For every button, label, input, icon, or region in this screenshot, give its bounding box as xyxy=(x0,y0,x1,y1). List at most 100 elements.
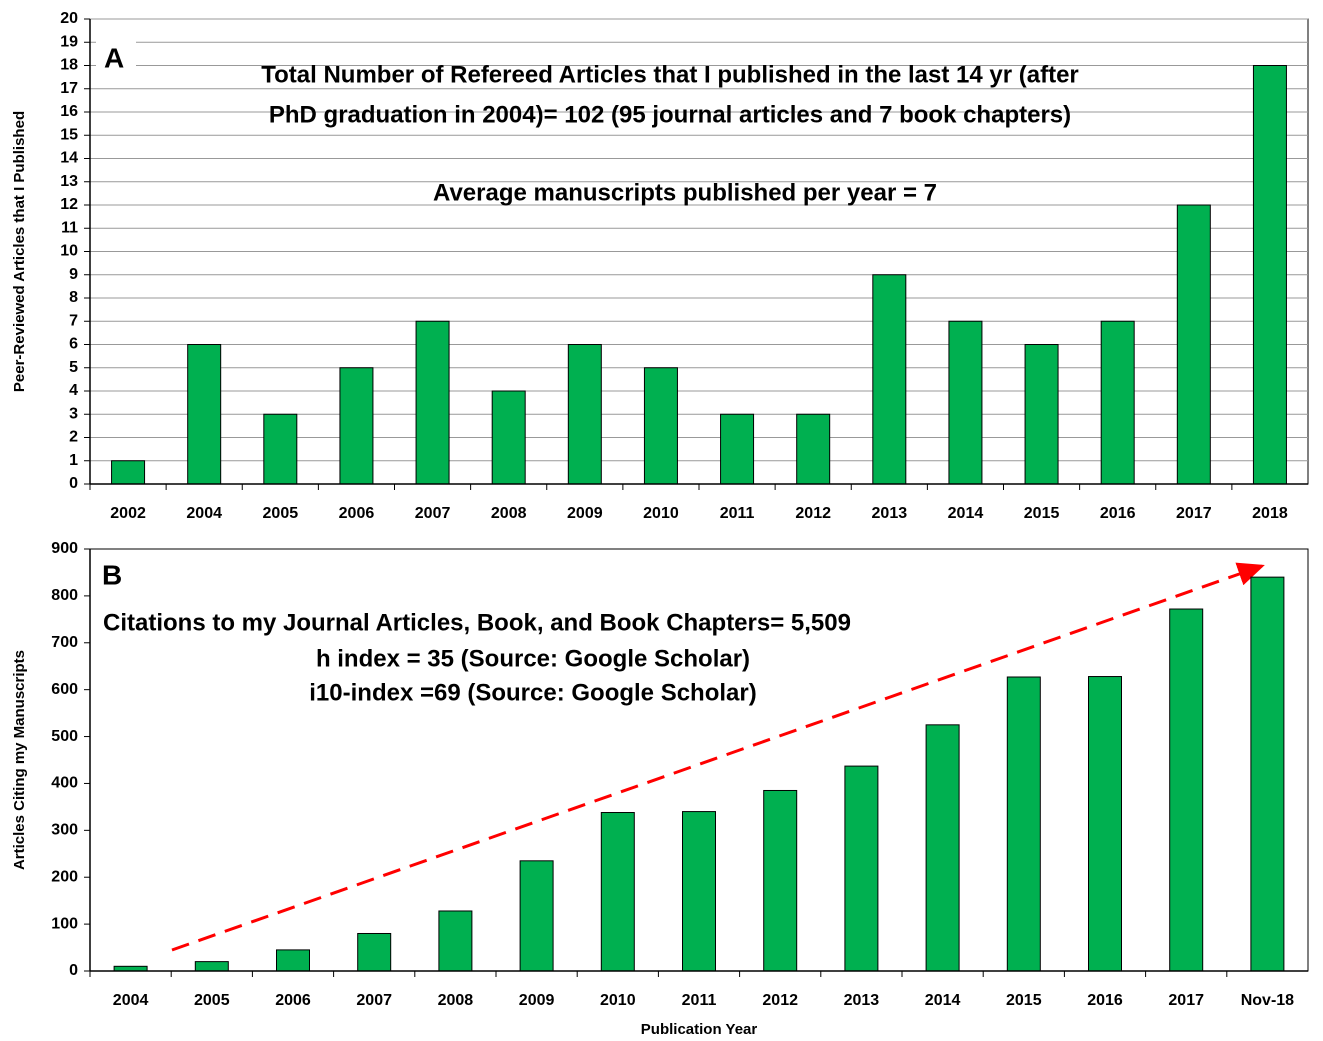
bar xyxy=(1088,676,1122,972)
bar xyxy=(1252,65,1287,485)
y-tick-label: 7 xyxy=(69,312,78,329)
bar xyxy=(263,413,298,485)
x-tick-label: 2008 xyxy=(438,992,474,1009)
y-tick-label: 4 xyxy=(69,382,78,399)
y-tick-label: 20 xyxy=(60,10,78,27)
x-tick-label: 2016 xyxy=(1100,505,1136,522)
bar xyxy=(1024,344,1059,485)
bar xyxy=(567,344,602,485)
x-tick-label: 2017 xyxy=(1168,992,1204,1009)
x-tick-label: 2010 xyxy=(643,505,679,522)
y-tick-label: 12 xyxy=(60,196,78,213)
y-tick-label: 3 xyxy=(69,405,78,422)
x-axis-label: Publication Year xyxy=(641,1021,758,1038)
bar xyxy=(682,811,716,972)
bar xyxy=(415,320,450,485)
y-tick-label: 0 xyxy=(69,475,78,492)
y-tick-label: 6 xyxy=(69,336,78,353)
y-tick-label: 9 xyxy=(69,266,78,283)
y-tick-label: 800 xyxy=(51,587,78,604)
bar xyxy=(948,320,983,485)
x-tick-label: 2009 xyxy=(519,992,555,1009)
bar xyxy=(844,765,879,972)
y-tick-label: 200 xyxy=(51,868,78,885)
bar xyxy=(111,460,146,485)
x-tick-label: 2013 xyxy=(872,505,908,522)
x-tick-label: 2005 xyxy=(194,992,230,1009)
annotation: Citations to my Journal Articles, Book, … xyxy=(103,609,851,636)
annotation: Total Number of Refereed Articles that I… xyxy=(261,61,1079,88)
y-tick-label: 11 xyxy=(61,219,78,236)
bar xyxy=(1250,576,1285,972)
y-tick-label: 2 xyxy=(69,429,78,446)
x-tick-label: 2012 xyxy=(795,505,831,522)
bar xyxy=(1100,320,1135,485)
y-tick-label: 700 xyxy=(51,634,78,651)
y-tick-label: 13 xyxy=(60,173,78,190)
y-tick-label: 19 xyxy=(60,33,78,50)
panel-label: A xyxy=(104,42,124,73)
y-tick-label: 17 xyxy=(60,80,78,97)
bar xyxy=(1169,608,1204,972)
bar xyxy=(1006,676,1041,972)
x-tick-label: 2018 xyxy=(1252,505,1288,522)
y-tick-label: 14 xyxy=(60,150,78,167)
bar xyxy=(720,413,755,485)
x-tick-label: 2008 xyxy=(491,505,527,522)
y-axis-label: Peer-Reviewed Articles that I Published xyxy=(11,111,28,392)
y-tick-label: 5 xyxy=(69,359,78,376)
x-tick-label: 2011 xyxy=(720,505,755,522)
x-tick-label: 2015 xyxy=(1024,505,1060,522)
y-tick-label: 0 xyxy=(69,962,78,979)
bar xyxy=(600,812,635,972)
y-tick-label: 500 xyxy=(51,728,78,745)
bar xyxy=(491,390,526,485)
y-tick-label: 900 xyxy=(51,540,78,557)
y-tick-label: 10 xyxy=(60,243,78,260)
bar xyxy=(763,789,798,972)
annotation: h index = 35 (Source: Google Scholar) xyxy=(316,645,750,672)
annotation: PhD graduation in 2004)= 102 (95 journal… xyxy=(269,101,1071,128)
y-tick-label: 16 xyxy=(60,103,78,120)
bar xyxy=(357,932,392,972)
x-tick-label: 2007 xyxy=(415,505,451,522)
y-tick-label: 100 xyxy=(51,915,78,932)
x-tick-label: 2009 xyxy=(567,505,603,522)
y-tick-label: 400 xyxy=(51,775,78,792)
x-tick-label: 2011 xyxy=(682,992,717,1009)
trend-arrow xyxy=(171,562,1265,952)
bar xyxy=(276,949,310,972)
panel-label-bg xyxy=(96,38,136,82)
bar xyxy=(796,413,831,485)
x-tick-label: 2005 xyxy=(263,505,299,522)
x-tick-label: 2012 xyxy=(762,992,798,1009)
annotation: Average manuscripts published per year =… xyxy=(433,179,937,206)
y-tick-label: 1 xyxy=(69,452,78,469)
annotation: i10-index =69 (Source: Google Scholar) xyxy=(309,679,756,706)
bar xyxy=(872,274,907,485)
y-tick-label: 8 xyxy=(69,289,78,306)
bar xyxy=(1176,204,1211,485)
x-tick-label: 2004 xyxy=(113,992,149,1009)
bar xyxy=(519,860,554,972)
x-tick-label: 2015 xyxy=(1006,992,1042,1009)
bar xyxy=(438,910,473,972)
panel-label-bg xyxy=(94,555,134,599)
x-tick-label: 2006 xyxy=(275,992,311,1009)
y-tick-label: 600 xyxy=(51,681,78,698)
x-tick-label: 2013 xyxy=(844,992,880,1009)
x-tick-label: 2004 xyxy=(186,505,222,522)
x-tick-label: 2007 xyxy=(356,992,392,1009)
bar xyxy=(187,344,222,485)
bar xyxy=(925,724,960,972)
x-tick-label: 2014 xyxy=(948,505,984,522)
y-axis-label: Articles Citing my Manuscripts xyxy=(11,650,28,870)
x-tick-label: Nov-18 xyxy=(1241,992,1294,1009)
bar xyxy=(339,367,374,485)
y-tick-label: 300 xyxy=(51,822,78,839)
x-tick-label: 2006 xyxy=(339,505,375,522)
y-tick-label: 18 xyxy=(60,57,78,74)
panel-label: B xyxy=(102,559,122,590)
x-tick-label: 2010 xyxy=(600,992,636,1009)
